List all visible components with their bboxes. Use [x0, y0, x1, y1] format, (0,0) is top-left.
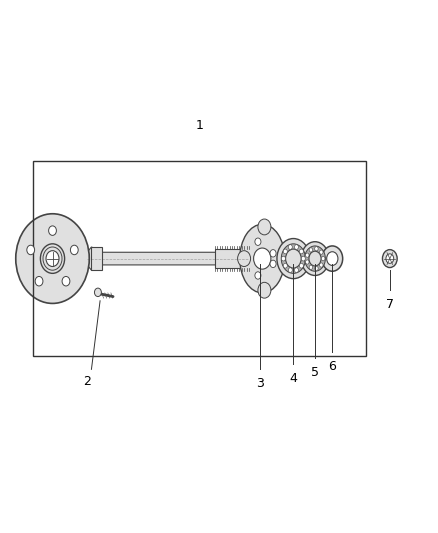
Circle shape — [300, 249, 304, 254]
Circle shape — [258, 282, 271, 298]
Circle shape — [306, 260, 309, 264]
Bar — [33, 161, 366, 356]
Circle shape — [270, 260, 276, 268]
Circle shape — [281, 244, 305, 273]
Circle shape — [270, 249, 276, 257]
Circle shape — [258, 219, 271, 235]
Circle shape — [237, 251, 251, 266]
Circle shape — [277, 239, 310, 279]
Circle shape — [301, 241, 329, 276]
Circle shape — [27, 245, 35, 255]
Text: 2: 2 — [83, 375, 91, 387]
Circle shape — [304, 246, 325, 271]
Circle shape — [314, 266, 318, 271]
Circle shape — [286, 249, 301, 268]
Circle shape — [327, 252, 338, 265]
Circle shape — [320, 250, 323, 254]
Circle shape — [40, 244, 65, 273]
Text: 6: 6 — [328, 360, 336, 374]
Circle shape — [16, 214, 89, 303]
Circle shape — [320, 263, 323, 267]
Circle shape — [35, 277, 43, 286]
Circle shape — [282, 256, 286, 261]
Circle shape — [300, 263, 304, 268]
Circle shape — [301, 256, 305, 261]
Circle shape — [71, 245, 78, 255]
Bar — [215, 249, 249, 268]
Circle shape — [283, 263, 287, 268]
Text: 4: 4 — [290, 372, 297, 385]
Circle shape — [314, 247, 318, 251]
Circle shape — [288, 245, 292, 249]
Circle shape — [288, 268, 292, 272]
Bar — [92, 247, 102, 270]
Circle shape — [321, 256, 325, 261]
Circle shape — [95, 288, 101, 296]
Circle shape — [294, 268, 298, 272]
Circle shape — [49, 226, 57, 236]
Circle shape — [309, 248, 313, 252]
Circle shape — [309, 251, 321, 266]
Circle shape — [306, 253, 309, 257]
Circle shape — [255, 272, 261, 279]
Text: 7: 7 — [386, 298, 394, 311]
Circle shape — [382, 249, 397, 268]
Circle shape — [283, 249, 287, 254]
Circle shape — [322, 246, 343, 271]
Polygon shape — [87, 247, 249, 270]
Circle shape — [386, 254, 394, 263]
Text: 5: 5 — [311, 366, 319, 378]
Ellipse shape — [240, 224, 285, 293]
Circle shape — [46, 251, 59, 266]
Circle shape — [309, 265, 313, 269]
Circle shape — [294, 245, 298, 249]
Circle shape — [255, 238, 261, 245]
Text: 1: 1 — [196, 119, 204, 132]
Text: 3: 3 — [256, 377, 264, 390]
Circle shape — [62, 277, 70, 286]
Circle shape — [254, 248, 271, 269]
